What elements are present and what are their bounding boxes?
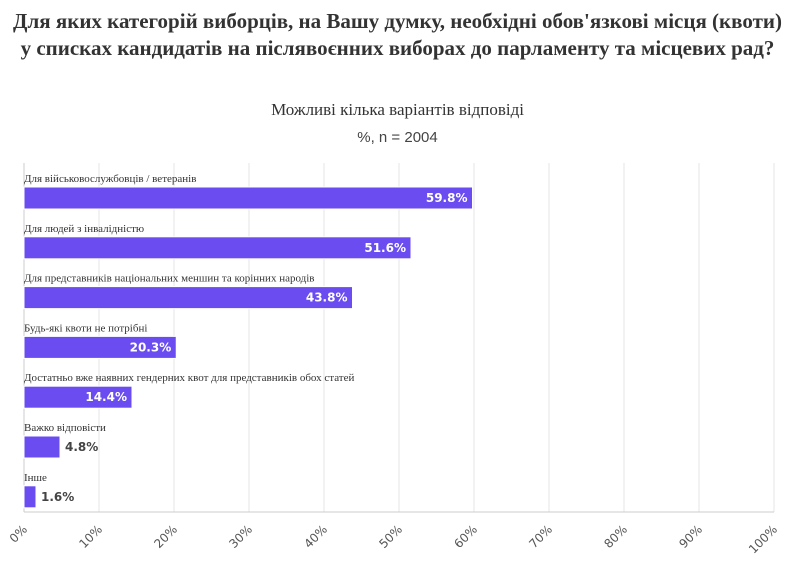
bar-value-label: 4.8%	[65, 440, 98, 454]
bar	[23, 435, 61, 459]
x-tick-label: 70%	[526, 522, 555, 551]
category-label: Для військовослужбовців / ветеранів	[24, 173, 196, 185]
x-tick-label: 90%	[676, 522, 705, 551]
x-tick-label: 50%	[376, 522, 405, 551]
category-label: Інше	[24, 472, 47, 484]
x-tick-label: 20%	[151, 522, 180, 551]
category-label: Для людей з інвалідністю	[24, 223, 144, 235]
x-tick-label: 0%	[7, 522, 30, 545]
bar-value-label: 59.8%	[426, 191, 468, 205]
bar-value-label: 43.8%	[306, 291, 348, 305]
bar	[23, 236, 412, 260]
x-tick-label: 100%	[746, 522, 780, 556]
category-label: Будь-які квоти не потрібні	[24, 322, 147, 334]
bar-value-label: 20.3%	[130, 340, 172, 354]
bar-value-label: 1.6%	[41, 490, 74, 504]
bar	[23, 335, 177, 359]
bar	[23, 286, 353, 310]
sample-note: %, n = 2004	[357, 129, 438, 146]
x-tick-label: 10%	[76, 522, 105, 551]
x-tick-label: 60%	[451, 522, 480, 551]
bar	[23, 485, 37, 509]
bar	[23, 186, 473, 210]
chart-title: Для яких категорій виборців, на Вашу дум…	[13, 9, 782, 60]
category-label: Для представників національних меншин та…	[24, 273, 315, 285]
x-tick-label: 30%	[226, 522, 255, 551]
bar	[23, 385, 133, 409]
category-label: Важко відповісти	[24, 422, 106, 434]
bar-value-label: 51.6%	[364, 241, 406, 255]
x-tick-label: 40%	[301, 522, 330, 551]
bar-value-label: 14.4%	[85, 390, 127, 404]
x-tick-label: 80%	[601, 522, 630, 551]
chart-subtitle: Можливі кілька варіантів відповіді	[271, 100, 524, 119]
category-label: Достатньо вже наявних гендерних квот для…	[24, 372, 355, 384]
